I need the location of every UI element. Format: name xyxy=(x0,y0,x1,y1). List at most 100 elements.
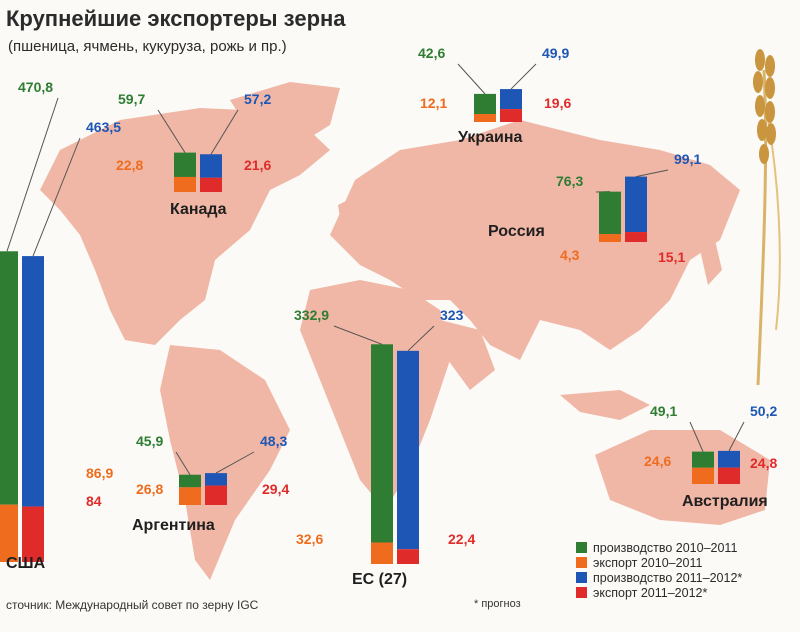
bar-export-2011 xyxy=(22,506,44,562)
bar-export-2010 xyxy=(179,487,201,505)
leader-line xyxy=(175,451,191,475)
legend-label: производство 2011–2012* xyxy=(593,570,743,585)
label-production-2011: 49,9 xyxy=(542,45,569,61)
bar-production-2011 xyxy=(397,350,419,550)
label-export-2010: 22,8 xyxy=(116,157,143,173)
leader-line xyxy=(510,63,537,90)
bar-production-2011 xyxy=(718,450,740,468)
label-export-2011: 22,4 xyxy=(448,531,475,547)
bar-export-2011 xyxy=(205,485,227,505)
bar-export-2011 xyxy=(200,177,222,192)
leader-line xyxy=(728,421,745,452)
leader-line xyxy=(210,109,239,155)
bar-production-2010 xyxy=(174,152,196,177)
label-production-2010: 76,3 xyxy=(556,173,583,189)
legend-item: экспорт 2010–2011 xyxy=(576,555,742,570)
bar-production-2010 xyxy=(371,344,393,543)
bar-export-2011 xyxy=(625,232,647,242)
country-label: Украина xyxy=(458,129,523,146)
label-export-2011: 15,1 xyxy=(658,249,685,265)
bar-export-2011 xyxy=(500,109,522,122)
label-production-2011: 50,2 xyxy=(750,403,777,419)
legend-label: экспорт 2010–2011 xyxy=(593,555,703,570)
label-production-2010: 42,6 xyxy=(418,45,445,61)
country-label: США xyxy=(6,555,46,572)
legend-label: экспорт 2011–2012* xyxy=(593,585,708,600)
source-note: сточник: Международный совет по зерну IG… xyxy=(6,598,259,612)
label-production-2011: 57,2 xyxy=(244,91,271,107)
leader-line xyxy=(215,451,255,474)
bar-export-2010 xyxy=(174,176,196,192)
leader-line xyxy=(157,109,186,153)
leader-line xyxy=(457,63,486,95)
leader-line xyxy=(635,169,669,178)
bar-export-2010 xyxy=(474,114,496,122)
legend-swatch xyxy=(576,557,587,568)
label-export-2011: 84 xyxy=(86,493,102,509)
bar-production-2010 xyxy=(179,474,201,488)
map-greenland xyxy=(230,82,340,150)
map-north-america xyxy=(40,108,330,345)
bar-production-2011 xyxy=(200,154,222,178)
label-production-2010: 470,8 xyxy=(18,79,53,95)
legend-item: производство 2011–2012* xyxy=(576,570,742,585)
map-japan xyxy=(700,240,722,285)
bar-export-2010 xyxy=(692,467,714,484)
label-export-2010: 12,1 xyxy=(420,95,447,111)
label-production-2011: 99,1 xyxy=(674,151,701,167)
leader-line xyxy=(333,325,383,345)
page-title: Крупнейшие экспортеры зерна xyxy=(6,6,346,31)
label-production-2011: 48,3 xyxy=(260,433,287,449)
page-subtitle: (пшеница, ячмень, кукуруза, рожь и пр.) xyxy=(8,38,287,55)
bar-production-2011 xyxy=(205,473,227,486)
map-arabia xyxy=(440,320,495,390)
map-indonesia xyxy=(560,390,650,420)
label-production-2010: 332,9 xyxy=(294,307,329,323)
bar-production-2011 xyxy=(500,89,522,110)
bar-production-2010 xyxy=(599,191,621,234)
map-south-america xyxy=(160,345,290,580)
label-export-2010: 32,6 xyxy=(296,531,323,547)
country-label: ЕС (27) xyxy=(352,571,407,588)
country-label: Аргентина xyxy=(132,517,215,534)
bar-production-2011 xyxy=(625,176,647,233)
bar-production-2010 xyxy=(474,93,496,114)
country-label: Россия xyxy=(488,223,545,240)
legend-label: производство 2010–2011 xyxy=(593,540,738,555)
label-production-2011: 323 xyxy=(440,307,464,323)
bar-export-2010 xyxy=(371,542,393,564)
label-export-2011: 29,4 xyxy=(262,481,289,497)
label-production-2011: 463,5 xyxy=(86,119,121,135)
label-production-2010: 45,9 xyxy=(136,433,163,449)
legend-swatch xyxy=(576,572,587,583)
legend: производство 2010–2011 экспорт 2010–2011… xyxy=(576,540,742,600)
bar-export-2010 xyxy=(599,234,621,242)
label-production-2010: 49,1 xyxy=(650,403,677,419)
leader-line xyxy=(32,137,81,257)
bar-production-2010 xyxy=(692,451,714,468)
legend-item: производство 2010–2011 xyxy=(576,540,742,555)
bar-export-2010 xyxy=(0,504,18,562)
label-export-2010: 86,9 xyxy=(86,465,113,481)
label-export-2011: 21,6 xyxy=(244,157,271,173)
label-production-2010: 59,7 xyxy=(118,91,145,107)
label-export-2011: 19,6 xyxy=(544,95,571,111)
bar-export-2011 xyxy=(397,549,419,564)
legend-swatch xyxy=(576,587,587,598)
leader-line xyxy=(689,421,704,452)
forecast-footnote: * прогноз xyxy=(474,598,521,610)
leader-line xyxy=(6,97,59,252)
label-export-2010: 26,8 xyxy=(136,481,163,497)
label-export-2010: 4,3 xyxy=(560,247,580,263)
leader-line xyxy=(407,325,435,352)
map-uk xyxy=(338,198,356,230)
bar-production-2011 xyxy=(22,256,44,507)
label-export-2011: 24,8 xyxy=(750,455,777,471)
legend-swatch xyxy=(576,542,587,553)
country-label: Австралия xyxy=(682,493,768,510)
bar-production-2010 xyxy=(0,251,18,505)
country-label: Канада xyxy=(170,201,227,218)
bar-export-2011 xyxy=(718,467,740,484)
legend-item: экспорт 2011–2012* xyxy=(576,585,742,600)
